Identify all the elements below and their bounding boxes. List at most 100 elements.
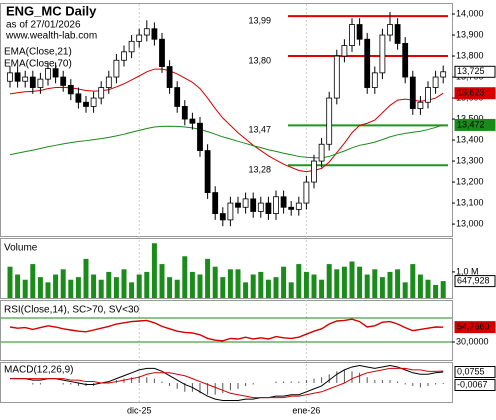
volume-bar xyxy=(433,284,439,298)
candle-body xyxy=(440,71,447,78)
volume-bar xyxy=(144,271,150,298)
candle-body xyxy=(75,93,82,103)
rsi-title: RSI(Close,14), SC>70, SV<30 xyxy=(4,305,140,316)
volume-bar xyxy=(265,279,271,298)
candle-body xyxy=(273,196,279,214)
candle-body xyxy=(212,192,219,214)
rsi-panel xyxy=(0,300,453,361)
candle-body xyxy=(29,76,36,88)
volume-bar xyxy=(53,274,59,298)
volume-bar xyxy=(129,282,135,298)
candle-body xyxy=(318,143,325,162)
candle-body xyxy=(356,24,363,40)
volume-bar xyxy=(151,243,157,298)
candle-body xyxy=(14,72,21,82)
volume-bar xyxy=(37,277,43,298)
volume-bar xyxy=(357,266,363,298)
marks: dic-25 ene-26 13,000 13,100 13,200 13,300 13,4… xyxy=(1,4,496,415)
volume-panel xyxy=(0,238,453,299)
volume-bar xyxy=(425,279,431,298)
candle-body xyxy=(288,206,295,210)
last-value-box xyxy=(454,321,496,334)
candle-body xyxy=(67,85,74,95)
volume-bar xyxy=(212,266,218,298)
y-tick-label: 13,000 xyxy=(456,218,484,228)
candle-body xyxy=(242,198,249,208)
candle-body xyxy=(379,34,386,74)
last-value-box xyxy=(454,87,496,100)
candle-body xyxy=(280,196,287,208)
signal-line xyxy=(10,367,444,399)
volume-bar xyxy=(7,266,13,298)
candle-body xyxy=(121,51,127,61)
y-tick-label: 30,0000 xyxy=(456,336,489,346)
ema-line xyxy=(9,68,444,173)
macd-panel xyxy=(0,362,453,403)
volume-bar xyxy=(30,264,36,298)
last-value-label: 13,472 xyxy=(457,119,485,129)
level-label: 13,47 xyxy=(248,125,271,135)
last-value-box xyxy=(454,65,496,78)
last-value-box xyxy=(454,118,496,131)
level-label: 13,99 xyxy=(248,16,271,26)
candle-body xyxy=(295,202,302,210)
candle-body xyxy=(22,76,29,82)
volume-bar xyxy=(205,258,211,298)
y-tick-label: 13,300 xyxy=(456,155,484,165)
legend-ema21: EMA(Close,21) xyxy=(4,47,72,58)
y-tick-label: 13,200 xyxy=(456,176,484,186)
last-value-label: 647,928 xyxy=(457,275,490,285)
candle-body xyxy=(326,97,333,145)
volume-bar xyxy=(372,269,378,298)
candle-body xyxy=(45,68,51,80)
volume-bar xyxy=(83,258,89,298)
y-tick-label: 14,000 xyxy=(456,8,484,18)
candle-body xyxy=(98,87,105,99)
candle-body xyxy=(151,28,158,40)
macd-title: MACD(12,26,9) xyxy=(4,365,73,376)
volume-bar xyxy=(334,269,340,298)
candle-body xyxy=(311,160,317,183)
candle-body xyxy=(417,101,424,109)
as-of: as of 27/01/2026 xyxy=(6,20,81,31)
volume-bar xyxy=(379,277,385,298)
chart-title: ENG_MC Daily xyxy=(6,3,97,18)
volume-bar xyxy=(159,264,165,298)
y-tick-label: 1,0 M xyxy=(456,266,479,276)
candle-body xyxy=(52,68,59,78)
candle-body xyxy=(371,72,378,88)
volume-bar xyxy=(136,274,142,298)
rsi-line xyxy=(9,318,444,342)
volume-bar xyxy=(220,277,226,298)
volume-bar xyxy=(98,279,104,298)
volume-bar xyxy=(288,282,294,298)
candle-body xyxy=(235,202,241,208)
candle-body xyxy=(394,24,401,44)
volume-bar xyxy=(364,274,370,298)
volume-bar xyxy=(45,282,51,298)
volume-bar xyxy=(60,269,66,298)
candle-body xyxy=(90,97,97,107)
site: www.wealth-lab.com xyxy=(5,31,97,42)
candle-body xyxy=(227,202,234,221)
last-value-label: 13,725 xyxy=(457,66,485,76)
volume-bar xyxy=(311,274,317,298)
volume-bar xyxy=(91,274,97,298)
volume-bar xyxy=(113,277,119,298)
candle-body xyxy=(166,66,173,88)
price-panel xyxy=(0,3,453,237)
legend-ema70: EMA(Close,70) xyxy=(4,59,72,70)
last-value-label: 54,7660 xyxy=(457,322,490,332)
candle-body xyxy=(219,213,226,221)
x-tick-label: ene-26 xyxy=(292,405,320,415)
volume-bar xyxy=(68,279,74,298)
volume-bar xyxy=(197,274,203,298)
y-tick-label: 13,800 xyxy=(456,50,484,60)
level-label: 13,28 xyxy=(248,165,271,175)
candle-body xyxy=(189,118,196,124)
y-tick-label: 13,900 xyxy=(456,29,484,39)
y-tick-label: 13,400 xyxy=(456,134,484,144)
volume-bar xyxy=(75,277,81,298)
volume-bar xyxy=(227,269,233,298)
